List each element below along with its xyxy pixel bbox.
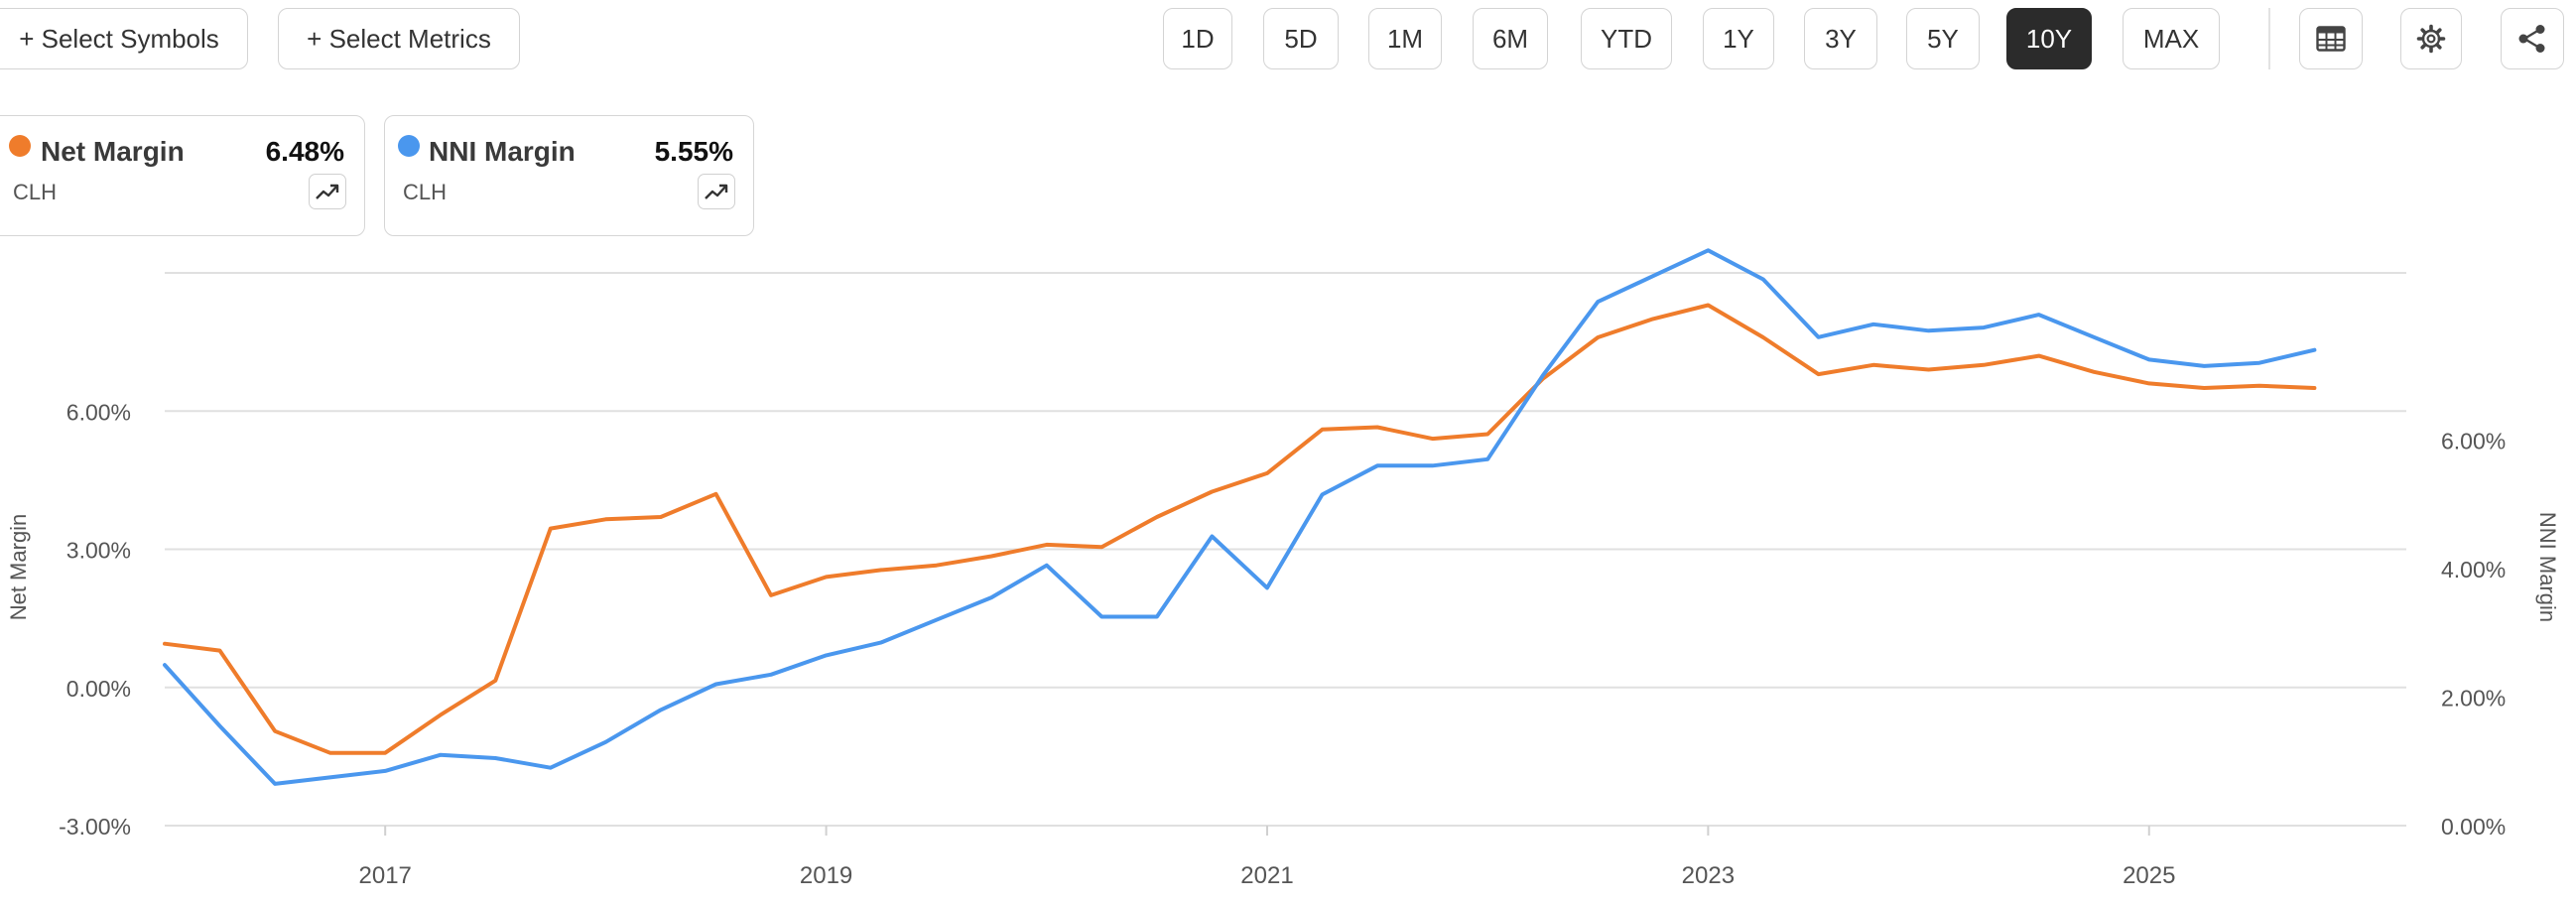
card-metric-value: 6.48% bbox=[265, 136, 344, 167]
net-margin-card[interactable]: Net Margin 6.48% CLH bbox=[0, 115, 365, 236]
right-axis-tick-label: 4.00% bbox=[2441, 557, 2506, 582]
x-axis-tick-label: 2019 bbox=[800, 862, 852, 889]
right-axis-title: NNI Margin bbox=[2535, 512, 2560, 622]
chart-type-button[interactable] bbox=[698, 174, 735, 209]
table-view-button[interactable] bbox=[2299, 8, 2363, 69]
right-axis-tick-label: 0.00% bbox=[2441, 814, 2506, 840]
left-axis-tick-label: 6.00% bbox=[66, 399, 131, 425]
range-5y-button[interactable]: 5Y bbox=[1906, 8, 1980, 69]
select-symbols-button[interactable]: + Select Symbols bbox=[0, 8, 248, 69]
left-axis-tick-label: -3.00% bbox=[59, 814, 131, 840]
range-1m-button[interactable]: 1M bbox=[1368, 8, 1442, 69]
x-axis-tick-label: 2023 bbox=[1682, 862, 1735, 889]
range-1d-button[interactable]: 1D bbox=[1163, 8, 1232, 69]
trend-up-icon bbox=[705, 184, 728, 199]
card-metric-value: 5.55% bbox=[654, 136, 733, 167]
range-3y-button[interactable]: 3Y bbox=[1804, 8, 1877, 69]
net-margin-color-dot bbox=[9, 135, 31, 157]
x-axis-tick-label: 2025 bbox=[2123, 862, 2175, 889]
nni-margin-color-dot bbox=[398, 135, 420, 157]
x-axis-tick-label: 2021 bbox=[1240, 862, 1293, 889]
card-metric-name: Net Margin bbox=[41, 136, 185, 167]
card-symbol: CLH bbox=[13, 180, 58, 204]
range-6m-button[interactable]: 6M bbox=[1473, 8, 1548, 69]
share-icon bbox=[2518, 25, 2545, 53]
nni-margin-series-line bbox=[163, 248, 2317, 786]
select-metrics-button[interactable]: + Select Metrics bbox=[278, 8, 520, 69]
gear-icon bbox=[2416, 24, 2446, 54]
range-ytd-button[interactable]: YTD bbox=[1581, 8, 1672, 69]
settings-button[interactable] bbox=[2400, 8, 2462, 69]
left-axis-tick-label: 3.00% bbox=[66, 538, 131, 564]
range-5d-button[interactable]: 5D bbox=[1263, 8, 1339, 69]
card-symbol: CLH bbox=[403, 180, 448, 204]
right-axis-tick-label: 2.00% bbox=[2441, 685, 2506, 711]
range-max-button[interactable]: MAX bbox=[2123, 8, 2220, 69]
trend-up-icon bbox=[316, 184, 339, 199]
toolbar-divider bbox=[2268, 8, 2270, 69]
right-axis-tick-label: 6.00% bbox=[2441, 428, 2506, 453]
left-axis-title: Net Margin bbox=[6, 514, 31, 621]
net-margin-series-line bbox=[163, 303, 2317, 755]
table-icon bbox=[2316, 26, 2346, 52]
nni-margin-card[interactable]: NNI Margin 5.55% CLH bbox=[384, 115, 754, 236]
left-axis-tick-label: 0.00% bbox=[66, 676, 131, 702]
range-10y-button[interactable]: 10Y bbox=[2006, 8, 2092, 69]
x-axis-tick-label: 2017 bbox=[359, 862, 412, 889]
chart-type-button[interactable] bbox=[309, 174, 346, 209]
range-1y-button[interactable]: 1Y bbox=[1703, 8, 1774, 69]
card-metric-name: NNI Margin bbox=[429, 136, 576, 167]
share-button[interactable] bbox=[2501, 8, 2564, 69]
